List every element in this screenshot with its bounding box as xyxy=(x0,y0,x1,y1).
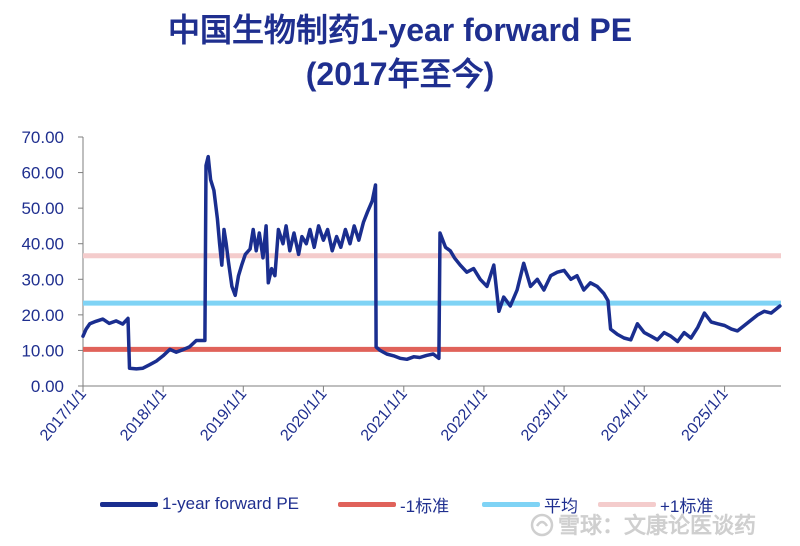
y-tick-label: 20.00 xyxy=(21,306,64,325)
snowball-logo-icon xyxy=(530,513,554,537)
legend-swatch-plus-1-std xyxy=(598,501,656,507)
x-tick-label: 2022/1/1 xyxy=(438,386,491,445)
y-tick-label: 30.00 xyxy=(21,270,64,289)
series-line-0 xyxy=(81,154,782,371)
reference-lines xyxy=(83,253,781,352)
chart-title: 中国生物制药1-year forward PE (2017年至今) xyxy=(0,8,800,96)
legend-swatch-mean xyxy=(482,501,540,507)
legend-item-pe: 1-year forward PE xyxy=(100,492,299,516)
legend-item-plus-1-std: +1标准 xyxy=(598,492,713,516)
y-tick-label: 60.00 xyxy=(21,164,64,183)
y-tick-label: 50.00 xyxy=(21,199,64,218)
chart-title-line2: (2017年至今) xyxy=(305,56,495,92)
x-tick-label: 2020/1/1 xyxy=(277,386,330,445)
legend: 1-year forward PE -1标准 平均 +1标准 xyxy=(100,492,780,516)
x-tick-label: 2025/1/1 xyxy=(679,386,732,445)
watermark: 雪球：文康论医谈药 xyxy=(530,508,756,540)
y-axis: 0.00 10.00 20.00 30.00 40.00 50.00 60.00 70.00 xyxy=(21,128,84,396)
chart-title-line1: 中国生物制药1-year forward PE xyxy=(167,12,633,48)
legend-label-pe: 1-year forward PE xyxy=(162,494,299,513)
x-tick-label: 2024/1/1 xyxy=(598,386,651,445)
x-axis: 2017/1/1 2018/1/1 2019/1/1 2020/1/1 2021/1/1… xyxy=(37,385,781,445)
legend-swatch-pe xyxy=(100,501,158,507)
legend-item-minus-1-std: -1标准 xyxy=(338,492,449,516)
x-tick-label: 2019/1/1 xyxy=(197,386,250,445)
x-tick-label: 2018/1/1 xyxy=(117,386,170,445)
x-tick-label: 2021/1/1 xyxy=(358,386,411,445)
legend-label-mean: 平均 xyxy=(544,496,578,516)
y-tick-label: 70.00 xyxy=(21,128,64,147)
legend-item-mean: 平均 xyxy=(482,492,578,516)
legend-label-minus-1-std: -1标准 xyxy=(400,496,450,516)
legend-swatch-minus-1-std xyxy=(338,501,396,507)
y-tick-label: 0.00 xyxy=(31,377,64,396)
y-tick-label: 10.00 xyxy=(21,341,64,360)
y-tick-label: 40.00 xyxy=(21,235,64,254)
x-tick-label: 2023/1/1 xyxy=(518,386,571,445)
watermark-text: 雪球：文康论医谈药 xyxy=(558,513,757,538)
series-group xyxy=(81,154,782,371)
legend-label-plus-1-std: +1标准 xyxy=(660,496,714,516)
